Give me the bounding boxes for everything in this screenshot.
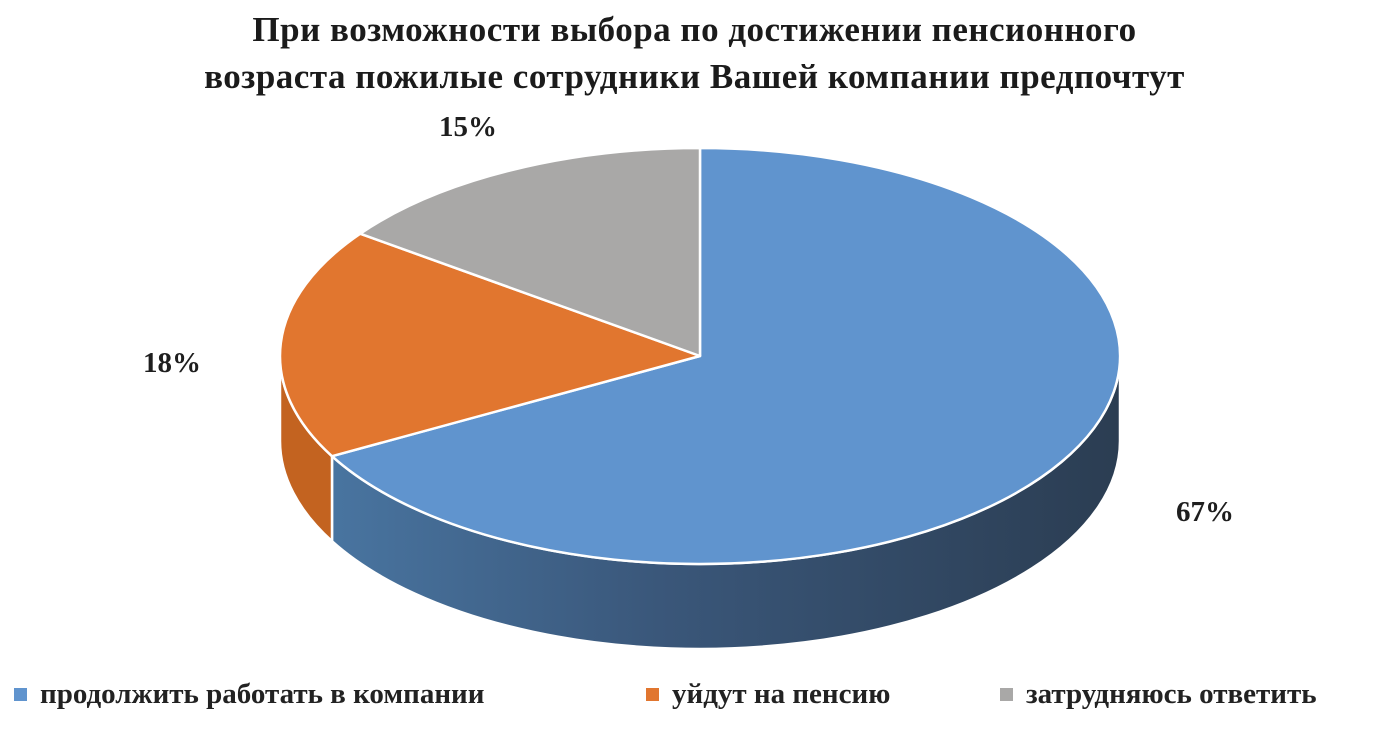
legend-label: продолжить работать в компании: [40, 677, 485, 710]
legend: продолжить работать в компании уйдут на …: [0, 672, 1389, 716]
pie-slice-continue-working: [330, 146, 1122, 566]
chart-title: При возможности выбора по достижении пен…: [0, 6, 1389, 100]
legend-item-hard-to-answer: затрудняюсь ответить: [1000, 672, 1317, 716]
legend-marker-orange-icon: [646, 687, 659, 701]
legend-label: затрудняюсь ответить: [1026, 677, 1317, 710]
chart-title-line-2: возраста пожилые сотрудники Вашей компан…: [204, 57, 1185, 96]
chart-title-line-1: При возможности выбора по достижении пен…: [252, 10, 1137, 49]
legend-label: уйдут на пенсию: [672, 677, 891, 710]
data-label-continue-working: 67%: [1176, 496, 1234, 528]
data-label-hard-to-answer: 15%: [439, 111, 497, 143]
legend-marker-gray-icon: [1000, 687, 1013, 701]
data-label-retire: 18%: [143, 347, 201, 379]
legend-marker-blue-icon: [14, 687, 27, 701]
pie-slice-retire: [278, 232, 702, 458]
pie-slice-hard-to-answer: [358, 146, 702, 358]
legend-item-continue-working: продолжить работать в компании: [14, 672, 484, 716]
legend-item-retire: уйдут на пенсию: [646, 672, 890, 716]
